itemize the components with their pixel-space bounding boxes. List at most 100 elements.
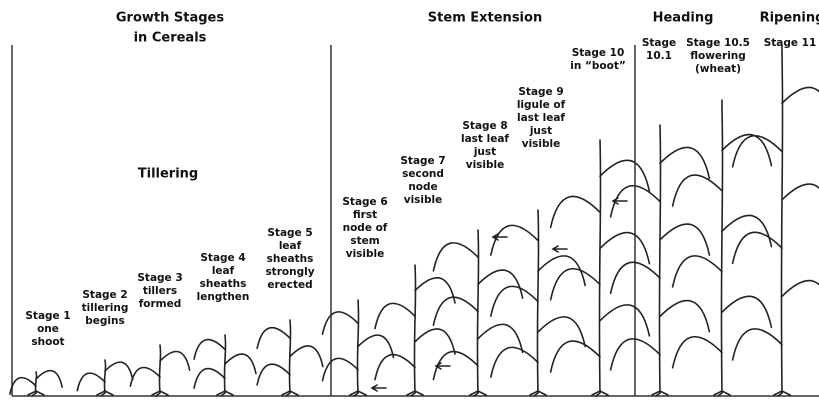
stage-label: Stage 10.5 — [686, 37, 750, 49]
leaf — [160, 352, 190, 371]
leaf — [673, 337, 722, 368]
leaf — [491, 286, 538, 316]
stage-label: in “boot” — [570, 60, 626, 72]
stem — [599, 140, 600, 393]
stage-label: (wheat) — [695, 63, 741, 75]
stage-label: ligule of — [517, 99, 566, 111]
leaf — [433, 243, 478, 271]
stage-label: Stage 10 — [572, 47, 625, 59]
leaf — [10, 378, 36, 394]
leaf — [660, 147, 709, 178]
stage-label: just — [473, 146, 496, 158]
leaf — [77, 373, 105, 390]
leaf — [733, 136, 782, 167]
leaf — [551, 196, 600, 227]
leaf — [478, 270, 523, 298]
leaf — [491, 347, 538, 377]
stage-label: sheaths — [267, 253, 314, 265]
stem — [159, 345, 160, 393]
stage-label: visible — [522, 138, 561, 150]
leaf — [538, 256, 585, 286]
stage-label: visible — [404, 194, 443, 206]
stage-label: Stage 5 — [267, 227, 312, 239]
stage-label: lengthen — [197, 291, 250, 303]
stage-label: leaf — [279, 240, 302, 252]
leaf — [415, 278, 455, 303]
stage-label: visible — [346, 248, 385, 260]
stem — [781, 55, 782, 393]
leaf — [375, 303, 415, 328]
leaf — [257, 364, 290, 385]
section-label: Stem Extension — [428, 11, 542, 26]
leaf — [782, 87, 819, 118]
stage-label: begins — [85, 315, 124, 327]
stage-label: first — [353, 209, 377, 221]
stage-label: second — [402, 168, 444, 180]
leaf — [36, 371, 62, 387]
arrow — [613, 198, 627, 204]
leaf — [551, 341, 600, 372]
section-label: Tillering — [138, 167, 198, 182]
stage-label: Stage 4 — [200, 252, 245, 264]
section-label: Heading — [653, 11, 714, 26]
stage-label: Stage 1 — [25, 310, 70, 322]
stage-label: flowering — [690, 50, 746, 62]
stem — [414, 265, 415, 393]
leaf — [415, 329, 455, 354]
stem — [104, 360, 105, 393]
stage-label: sheaths — [200, 278, 247, 290]
leaf — [600, 233, 649, 264]
leaf — [323, 312, 358, 334]
stage-label: last leaf — [461, 133, 509, 145]
stage-label: Stage 2 — [82, 289, 127, 301]
title: in Cereals — [134, 31, 207, 46]
leaf — [130, 368, 160, 387]
stage-label: leaf — [212, 265, 235, 277]
leaf — [733, 232, 782, 263]
stage-label: tillers — [143, 285, 177, 297]
stage-label: shoot — [31, 336, 64, 348]
leaf — [375, 355, 415, 380]
stage-label: stem — [350, 235, 379, 247]
leaf — [660, 301, 709, 332]
diagram: Growth Stages in Cereals Tillering Stem … — [0, 0, 819, 408]
stage-label: strongly — [265, 266, 314, 278]
leaf — [600, 305, 649, 336]
leaf — [358, 335, 393, 357]
leaf — [722, 215, 771, 246]
leaf — [673, 256, 722, 287]
stage-label: erected — [267, 279, 312, 291]
stage-label: visible — [466, 159, 505, 171]
stage-label: last leaf — [517, 112, 565, 124]
stage-label: Stage 8 — [462, 120, 507, 132]
stage-label: Stage — [642, 37, 676, 49]
stage-label: Stage 7 — [400, 155, 445, 167]
leaf — [433, 297, 478, 325]
leaf — [673, 175, 722, 206]
stage-label: node of — [343, 222, 388, 234]
stage-label: just — [529, 125, 552, 137]
stage-label: Stage 3 — [137, 272, 182, 284]
leaf — [782, 184, 819, 215]
leaf — [782, 281, 819, 312]
arrow — [372, 385, 386, 391]
section-label: Ripening — [760, 11, 819, 26]
leaf — [290, 346, 323, 367]
arrow — [553, 246, 567, 252]
leaf — [225, 354, 256, 373]
leaf — [600, 160, 649, 191]
stage-label: Stage 11 — [764, 37, 817, 49]
leaf — [323, 358, 358, 380]
stage-label: tillering — [82, 302, 129, 314]
stage-label: 10.1 — [646, 50, 672, 62]
leaf — [722, 296, 771, 327]
leaf — [660, 224, 709, 255]
title: Growth Stages — [116, 11, 224, 26]
leaf — [551, 269, 600, 300]
leaf — [257, 328, 290, 349]
leaf — [105, 362, 133, 379]
arrow — [493, 234, 507, 240]
stage-label: Stage 6 — [342, 196, 387, 208]
arrow — [436, 363, 450, 369]
stage-label: one — [37, 323, 59, 335]
